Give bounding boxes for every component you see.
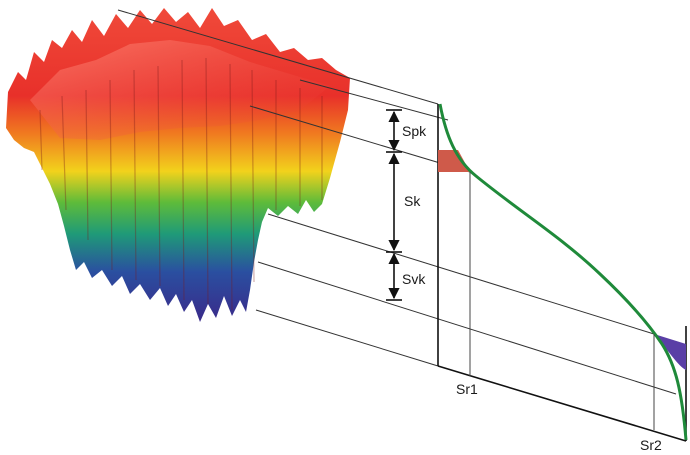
projection-line-top <box>117 9 439 105</box>
chart-bottom-axis <box>437 365 687 442</box>
projection-lines <box>117 9 677 395</box>
sr-markers <box>469 172 655 430</box>
label-sr1: Sr1 <box>456 381 478 397</box>
projection-line-base <box>255 309 439 367</box>
material-ratio-curve <box>438 103 688 441</box>
dimension-markers <box>386 109 402 301</box>
label-sk: Sk <box>404 193 421 209</box>
label-sr2: Sr2 <box>640 437 662 453</box>
surface-topography <box>6 8 350 322</box>
projection-line-sk-bottom <box>267 213 655 335</box>
projection-line-spk-bottom <box>249 105 471 173</box>
peak-area-fill <box>438 150 470 172</box>
surface-streaks <box>39 57 323 311</box>
projection-line-svk-bottom <box>257 261 677 395</box>
labels: Spk Sk Svk Sr1 Sr2 <box>402 123 662 453</box>
surface-highlight <box>30 40 330 140</box>
projection-line-spk-top <box>299 79 449 121</box>
label-svk: Svk <box>402 271 426 287</box>
label-spk: Spk <box>402 123 427 139</box>
